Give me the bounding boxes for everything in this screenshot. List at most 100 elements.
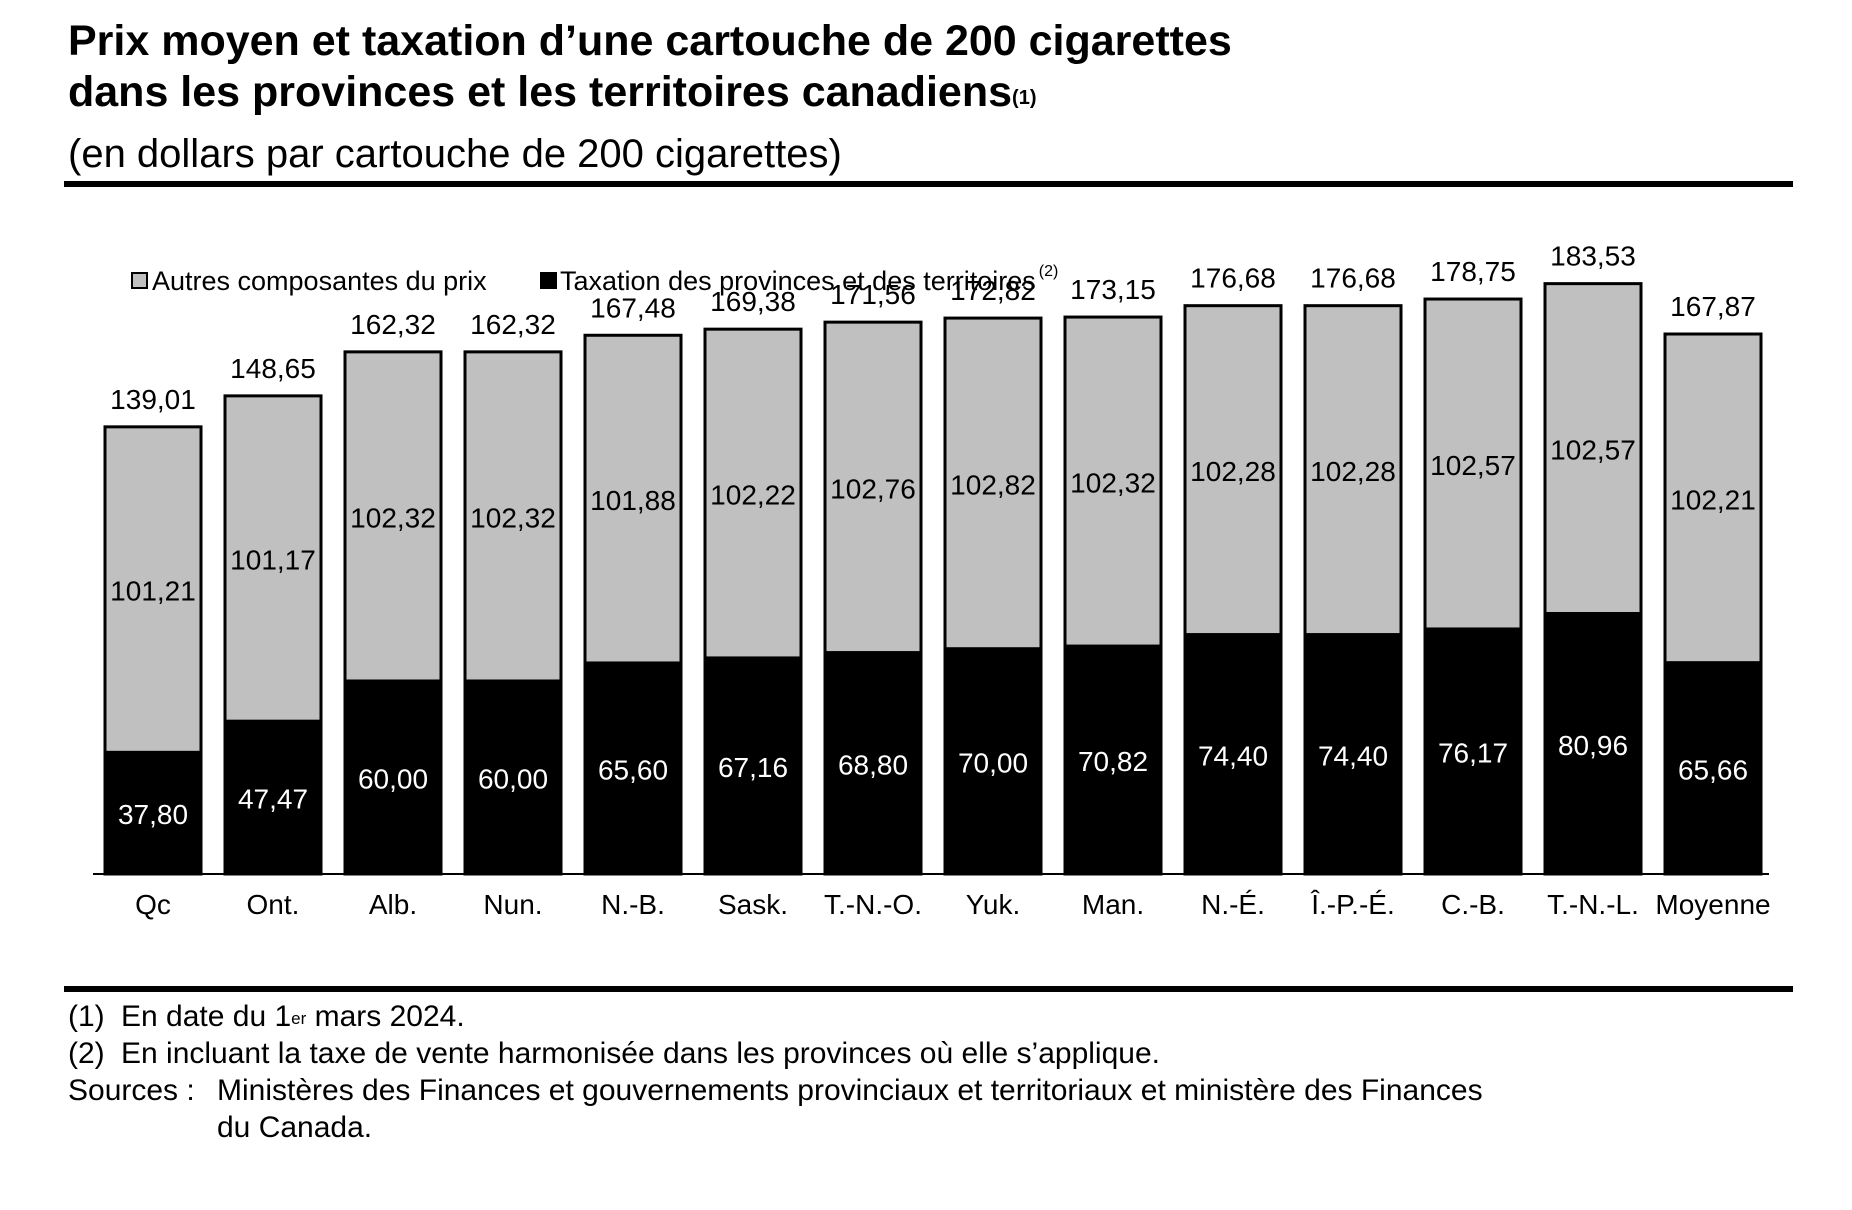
- legend-swatch-other: [131, 272, 148, 289]
- bottom-rule: [64, 986, 1793, 992]
- bar-taxation: [823, 651, 923, 876]
- x-tick-label: T.-N.-O.: [824, 889, 922, 920]
- taxation-value-label: 74,40: [1198, 740, 1268, 771]
- total-value-label: 178,75: [1430, 256, 1516, 287]
- bar-other-components: [103, 425, 203, 754]
- bar-group: 76,17 102,57 178,75: [1423, 256, 1523, 876]
- bar-other-components: [1423, 297, 1523, 631]
- bar-other-components: [1663, 332, 1763, 665]
- chart-title-line-1: Prix moyen et taxation d’une cartouche d…: [68, 17, 1232, 65]
- total-value-label: 148,65: [230, 353, 316, 384]
- other-value-label: 101,17: [230, 545, 316, 576]
- x-tick-label: Alb.: [369, 889, 417, 920]
- bar-group: 47,47 101,17 148,65: [223, 353, 323, 876]
- bar-other-components: [1063, 315, 1163, 648]
- bar-other-components: [463, 350, 563, 683]
- footnote-1-text-before: En date du 1: [121, 1000, 292, 1033]
- sources-text: Ministères des Finances et gouvernements…: [217, 1072, 1483, 1146]
- bar-other-components: [583, 333, 683, 665]
- other-value-label: 101,21: [110, 576, 196, 607]
- bar-other-components: [943, 316, 1043, 651]
- bar-taxation: [463, 679, 563, 876]
- title-note-ref: (1): [1012, 87, 1037, 109]
- bar-group: 67,16 102,22 169,38: [703, 286, 803, 876]
- x-tick-label: Sask.: [718, 889, 788, 920]
- sources-line-2: du Canada.: [217, 1111, 373, 1144]
- total-value-label: 171,56: [830, 279, 916, 310]
- chart-title-line-2-text: dans les provinces et les territoires ca…: [68, 68, 1013, 116]
- other-value-label: 102,28: [1310, 456, 1396, 487]
- footnote-1-text: En date du 1er mars 2024.: [121, 998, 465, 1035]
- bar-other-components: [1183, 304, 1283, 637]
- taxation-value-label: 60,00: [358, 763, 428, 794]
- bar-taxation: [943, 647, 1043, 876]
- total-value-label: 139,01: [110, 384, 196, 415]
- other-value-label: 102,32: [350, 502, 436, 533]
- taxation-value-label: 47,47: [238, 784, 308, 815]
- x-tick-label: Î.-P.-É.: [1310, 889, 1395, 920]
- x-tick-label: Qc: [135, 889, 171, 920]
- bar-taxation: [1663, 661, 1763, 876]
- chart-bars: 37,80 101,21 139,01 47,47 101,17 148,65 60,00 1…: [103, 241, 1763, 876]
- other-value-label: 102,82: [950, 469, 1036, 500]
- bar-group: 70,82 102,32 173,15: [1063, 274, 1163, 876]
- bar-taxation: [1303, 633, 1403, 876]
- other-value-label: 102,57: [1550, 435, 1636, 466]
- total-value-label: 176,68: [1190, 263, 1276, 294]
- sources-key: Sources :: [68, 1074, 195, 1107]
- taxation-value-label: 65,66: [1678, 754, 1748, 785]
- footnote-1-text-after: mars 2024.: [306, 1000, 465, 1033]
- legend-swatch-taxation: [540, 272, 557, 289]
- x-tick-label: C.-B.: [1441, 889, 1505, 920]
- bar-taxation: [1543, 612, 1643, 876]
- chart-subtitle: (en dollars par cartouche de 200 cigaret…: [68, 132, 842, 176]
- x-tick-label: N.-É.: [1201, 889, 1265, 920]
- sources-line-1: Ministères des Finances et gouvernements…: [217, 1074, 1483, 1107]
- taxation-value-label: 68,80: [838, 749, 908, 780]
- footnote-1-key: (1): [68, 1000, 105, 1033]
- bar-group: 37,80 101,21 139,01: [103, 384, 203, 876]
- other-value-label: 102,57: [1430, 450, 1516, 481]
- total-value-label: 162,32: [470, 309, 556, 340]
- other-value-label: 102,28: [1190, 456, 1276, 487]
- total-value-label: 176,68: [1310, 263, 1396, 294]
- x-tick-label: Moyenne: [1655, 889, 1770, 920]
- x-tick-label: Yuk.: [966, 889, 1020, 920]
- legend-label-other: Autres composantes du prix: [152, 266, 487, 296]
- x-axis-labels: Qc Ont. Alb. Nun. N.-B. Sask. T.-N.-O. Yuk. Man.…: [135, 889, 1770, 920]
- footnote-1-sup: er: [291, 1009, 307, 1028]
- bar-group: 65,66 102,21 167,87: [1663, 291, 1763, 876]
- taxation-value-label: 67,16: [718, 752, 788, 783]
- x-tick-label: N.-B.: [601, 889, 665, 920]
- bar-group: 74,40 102,28 176,68: [1183, 263, 1283, 876]
- stacked-bar-chart: Autres composantes du prix Taxation des p…: [93, 241, 1771, 920]
- sources-note: Sources : Ministères des Finances et gou…: [68, 1072, 1483, 1146]
- other-value-label: 102,22: [710, 480, 796, 511]
- bar-taxation: [1183, 633, 1283, 876]
- footnote-2-key: (2): [68, 1037, 105, 1070]
- total-value-label: 167,48: [590, 292, 676, 323]
- other-value-label: 102,76: [830, 473, 916, 504]
- taxation-value-label: 70,00: [958, 747, 1028, 778]
- taxation-value-label: 60,00: [478, 763, 548, 794]
- x-tick-label: T.-N.-L.: [1547, 889, 1639, 920]
- chart-legend: Autres composantes du prix Taxation des p…: [131, 263, 1059, 296]
- legend-note-ref: (2): [1039, 263, 1059, 280]
- bar-taxation: [703, 656, 803, 876]
- top-rule: [64, 181, 1793, 187]
- footnote-2-text: En incluant la taxe de vente harmonisée …: [121, 1037, 1160, 1070]
- chart-title: Prix moyen et taxation d’une cartouche d…: [68, 16, 1232, 118]
- chart-title-line-2: dans les provinces et les territoires ca…: [68, 67, 1232, 118]
- taxation-value-label: 76,17: [1438, 737, 1508, 768]
- footnote-1: (1) En date du 1er mars 2024.: [68, 998, 1483, 1035]
- bar-group: 65,60 101,88 167,48: [583, 292, 683, 876]
- total-value-label: 172,82: [950, 275, 1036, 306]
- bar-other-components: [223, 394, 323, 723]
- bar-taxation: [103, 750, 203, 876]
- total-value-label: 162,32: [350, 309, 436, 340]
- bar-group: 80,96 102,57 183,53: [1543, 241, 1643, 876]
- taxation-value-label: 74,40: [1318, 740, 1388, 771]
- bar-other-components: [823, 320, 923, 655]
- footnote-2: (2) En incluant la taxe de vente harmoni…: [68, 1035, 1483, 1072]
- x-tick-label: Nun.: [483, 889, 542, 920]
